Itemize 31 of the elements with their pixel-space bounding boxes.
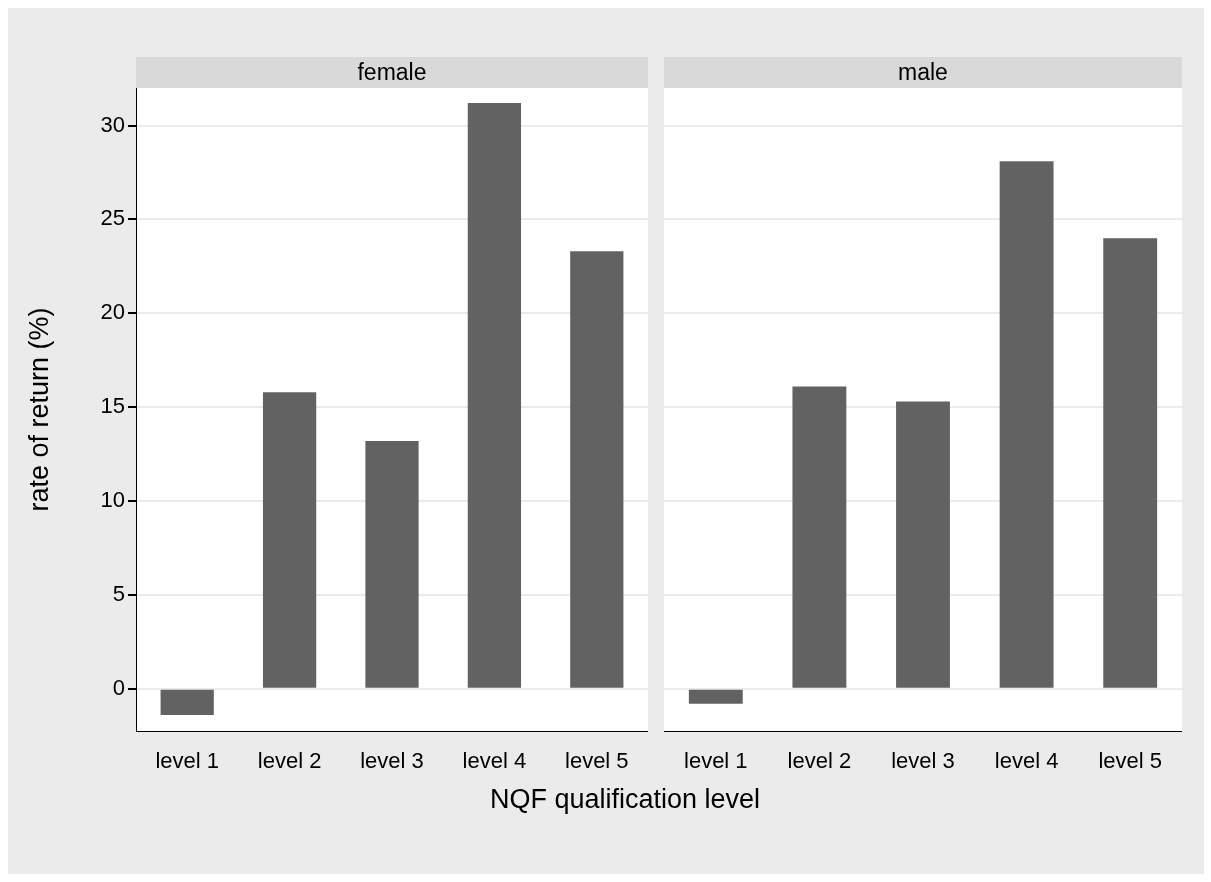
x-tick-label: level 4 (462, 748, 527, 774)
y-tick-label: 20 (100, 299, 125, 325)
chart-title: male (664, 57, 1182, 88)
x-tick-label: level 3 (360, 748, 424, 774)
y-tick-label: 15 (100, 393, 125, 419)
x-tick-label: level 4 (994, 748, 1059, 774)
y-tick-label: 30 (100, 111, 125, 137)
y-axis-title: rate of return (%) (23, 307, 54, 512)
bar (999, 161, 1054, 688)
bar (896, 401, 950, 688)
x-tick-label: level 5 (565, 748, 629, 774)
y-tick-label: 0 (112, 674, 125, 700)
bar (1103, 238, 1158, 688)
bar (570, 251, 624, 688)
x-tick-label: level 1 (155, 748, 219, 774)
bar (688, 689, 743, 704)
x-tick-label: level 5 (1098, 748, 1162, 774)
chart-title: female (136, 57, 648, 88)
y-tick-label: 5 (112, 580, 125, 606)
x-tick-label: level 2 (257, 748, 322, 774)
x-axis-title: NQF qualification level (488, 784, 762, 815)
bar (792, 386, 847, 688)
bar (160, 689, 214, 716)
bar (365, 440, 419, 688)
y-tick-label: 10 (100, 487, 125, 513)
x-tick-label: level 3 (891, 748, 955, 774)
bar (467, 103, 522, 688)
x-tick-label: level 2 (787, 748, 852, 774)
y-tick-label: 25 (100, 205, 125, 231)
x-tick-label: level 1 (684, 748, 748, 774)
bar (262, 392, 317, 688)
